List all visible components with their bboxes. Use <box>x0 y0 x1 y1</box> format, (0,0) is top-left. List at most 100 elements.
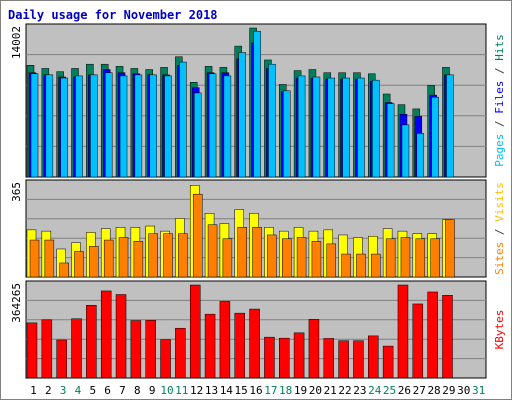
bar-kbytes-day-29 <box>442 295 453 379</box>
bar-kbytes-day-22 <box>338 340 349 379</box>
bar-kbytes-day-6 <box>100 290 112 379</box>
bar-sites-day-14 <box>222 238 233 278</box>
panel-kbytes: 364265 <box>10 280 487 379</box>
day-label-5: 5 <box>89 384 96 397</box>
bar-kbytes-day-3 <box>56 339 67 379</box>
day-label-11: 11 <box>175 384 188 397</box>
bar-sites-day-16 <box>252 227 262 278</box>
day-label-6: 6 <box>104 384 111 397</box>
bar-kbytes-day-10 <box>160 339 171 379</box>
side-label-part: Pages <box>493 134 506 167</box>
bar-sites-day-13 <box>207 224 218 278</box>
day-labels: 1 2 3 4 5 6 7 8 9 10 11 12 13 14 15 16 17 18 19 20 21 22 23 24 2… <box>30 384 485 397</box>
panel-kbytes-max-label: 364265 <box>10 283 23 323</box>
day-label-23: 23 <box>353 384 366 397</box>
bar-sites-day-10 <box>163 233 173 278</box>
bar-kbytes-day-26 <box>397 284 409 379</box>
bar-kbytes-day-2 <box>41 319 53 379</box>
bar-files-day-22 <box>342 77 350 178</box>
side-labels: Pages / Files / Hits Sites / Visits KBytes <box>493 34 506 349</box>
day-label-16: 16 <box>249 384 262 397</box>
side-label-part: Hits <box>493 34 506 61</box>
bar-sites-day-2 <box>44 239 55 278</box>
side-label-part: Visits <box>493 182 506 222</box>
day-label-31: 31 <box>472 384 485 397</box>
panel-sites-visits-max-label: 365 <box>10 182 23 202</box>
side-label-part: / <box>493 61 506 81</box>
day-label-29: 29 <box>442 384 455 397</box>
day-label-20: 20 <box>309 384 322 397</box>
panel-sites-visits: 365 <box>10 179 487 278</box>
side-label-1: Sites / Visits <box>493 182 506 275</box>
bar-sites-day-1 <box>29 239 40 278</box>
side-label-part: / <box>493 222 506 242</box>
day-label-10: 10 <box>160 384 173 397</box>
bar-files-day-4 <box>75 75 83 178</box>
bar-sites-day-8 <box>133 241 144 278</box>
bar-files-day-1 <box>30 73 39 178</box>
day-label-14: 14 <box>220 384 234 397</box>
bar-files-day-16 <box>253 30 261 178</box>
bar-sites-day-6 <box>103 239 114 278</box>
bar-files-day-19 <box>297 75 306 178</box>
bar-files-day-5 <box>90 74 98 178</box>
day-label-17: 17 <box>264 384 277 397</box>
bar-files-day-18 <box>283 90 291 178</box>
day-label-28: 28 <box>427 384 440 397</box>
day-label-1: 1 <box>30 384 37 397</box>
bar-files-day-2 <box>45 74 54 178</box>
bar-sites-day-5 <box>89 246 99 278</box>
bar-files-day-15 <box>238 52 246 178</box>
bar-sites-day-9 <box>148 233 158 278</box>
bar-files-day-8 <box>134 74 143 178</box>
bar-files-day-13 <box>208 73 217 178</box>
bar-kbytes-day-28 <box>427 291 438 379</box>
bar-files-day-6 <box>104 72 113 178</box>
panel-pages-files-hits-max-label: 14002 <box>10 26 23 59</box>
bar-kbytes-day-14 <box>219 301 231 379</box>
bar-sites-day-22 <box>341 253 351 278</box>
day-label-7: 7 <box>119 384 126 397</box>
bar-files-day-17 <box>268 63 276 178</box>
chart-panels: 14002 365 364265 <box>10 23 487 379</box>
side-label-0: Pages / Files / Hits <box>493 34 506 167</box>
day-label-8: 8 <box>134 384 141 397</box>
day-label-30: 30 <box>457 384 470 397</box>
bar-kbytes-day-7 <box>115 294 127 379</box>
bar-sites-day-19 <box>296 237 307 278</box>
day-label-24: 24 <box>368 384 382 397</box>
bar-kbytes-day-21 <box>323 338 335 379</box>
bar-sites-day-15 <box>237 227 247 278</box>
day-label-3: 3 <box>60 384 67 397</box>
bar-files-day-11 <box>179 61 187 178</box>
bar-files-day-23 <box>357 77 365 178</box>
bar-kbytes-day-19 <box>293 332 305 379</box>
bar-kbytes-day-4 <box>71 318 82 379</box>
day-label-2: 2 <box>45 384 52 397</box>
bar-files-day-20 <box>312 76 321 178</box>
bar-kbytes-day-20 <box>308 319 320 379</box>
bar-files-day-26 <box>401 124 410 178</box>
bar-kbytes-day-18 <box>279 337 290 379</box>
bar-sites-day-4 <box>74 251 84 278</box>
bar-kbytes-day-16 <box>249 308 260 379</box>
bar-sites-day-27 <box>415 238 426 278</box>
bar-sites-day-28 <box>430 238 440 278</box>
bar-files-day-14 <box>223 75 232 178</box>
bar-sites-day-29 <box>445 219 455 278</box>
day-label-4: 4 <box>75 384 82 397</box>
bar-kbytes-day-25 <box>382 345 394 379</box>
side-label-part: Sites <box>493 242 506 275</box>
day-label-13: 13 <box>205 384 218 397</box>
bar-sites-day-12 <box>192 193 203 278</box>
day-label-26: 26 <box>398 384 411 397</box>
bar-files-day-12 <box>193 92 202 178</box>
bar-sites-day-7 <box>118 237 129 278</box>
bar-kbytes-day-17 <box>264 336 275 379</box>
bar-kbytes-day-1 <box>26 322 38 379</box>
bar-kbytes-day-11 <box>175 327 186 379</box>
bar-kbytes-day-5 <box>86 304 97 379</box>
bar-sites-day-21 <box>326 243 337 278</box>
bar-sites-day-26 <box>400 237 411 278</box>
